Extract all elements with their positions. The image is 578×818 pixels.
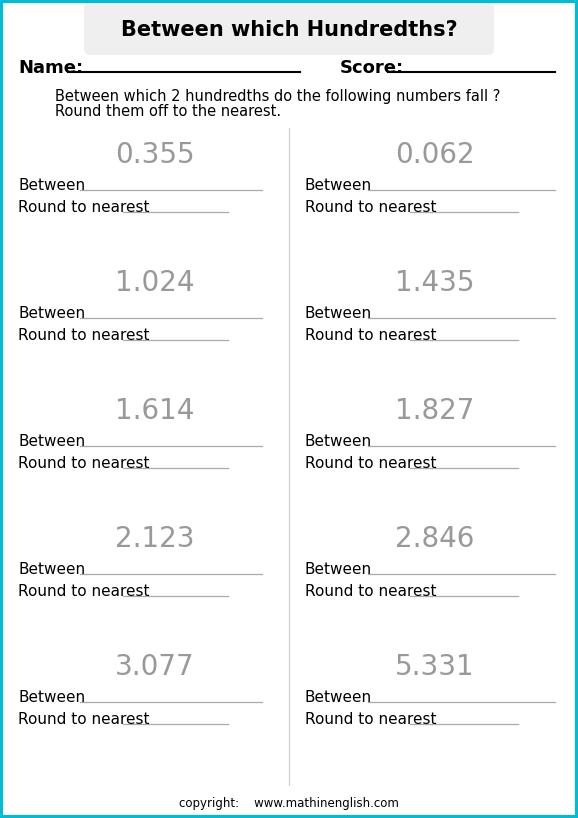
Text: Between: Between xyxy=(18,178,85,194)
Text: Score:: Score: xyxy=(340,59,404,77)
Text: 1.435: 1.435 xyxy=(395,269,475,297)
Text: Between: Between xyxy=(305,690,372,705)
Text: Between which 2 hundredths do the following numbers fall ?: Between which 2 hundredths do the follow… xyxy=(55,88,501,104)
Text: Round to nearest: Round to nearest xyxy=(18,712,150,727)
Text: Round to nearest: Round to nearest xyxy=(18,456,150,471)
Text: Round to nearest: Round to nearest xyxy=(305,329,436,344)
Text: 1.827: 1.827 xyxy=(395,397,475,425)
FancyBboxPatch shape xyxy=(84,1,494,55)
Text: Round to nearest: Round to nearest xyxy=(18,200,150,215)
Text: 0.062: 0.062 xyxy=(395,141,475,169)
Text: Between: Between xyxy=(305,563,372,578)
Text: Round to nearest: Round to nearest xyxy=(305,200,436,215)
Text: Between: Between xyxy=(18,434,85,450)
Text: copyright:    www.mathinenglish.com: copyright: www.mathinenglish.com xyxy=(179,797,399,810)
Text: Between: Between xyxy=(305,178,372,194)
Text: 1.024: 1.024 xyxy=(115,269,195,297)
Text: Between: Between xyxy=(305,434,372,450)
Text: Round to nearest: Round to nearest xyxy=(305,456,436,471)
Text: 2.846: 2.846 xyxy=(395,525,475,553)
Text: Name:: Name: xyxy=(18,59,83,77)
Text: Round to nearest: Round to nearest xyxy=(18,329,150,344)
Text: Between: Between xyxy=(18,307,85,321)
Text: Between which Hundredths?: Between which Hundredths? xyxy=(121,20,457,40)
Text: 5.331: 5.331 xyxy=(395,653,475,681)
Text: 3.077: 3.077 xyxy=(115,653,195,681)
Text: 1.614: 1.614 xyxy=(116,397,195,425)
Text: 0.355: 0.355 xyxy=(115,141,195,169)
Text: Round to nearest: Round to nearest xyxy=(305,585,436,600)
Text: 2.123: 2.123 xyxy=(115,525,195,553)
Text: Between: Between xyxy=(305,307,372,321)
Text: Between: Between xyxy=(18,690,85,705)
Text: Round them off to the nearest.: Round them off to the nearest. xyxy=(55,105,281,119)
Text: Round to nearest: Round to nearest xyxy=(305,712,436,727)
Text: Between: Between xyxy=(18,563,85,578)
Text: Round to nearest: Round to nearest xyxy=(18,585,150,600)
